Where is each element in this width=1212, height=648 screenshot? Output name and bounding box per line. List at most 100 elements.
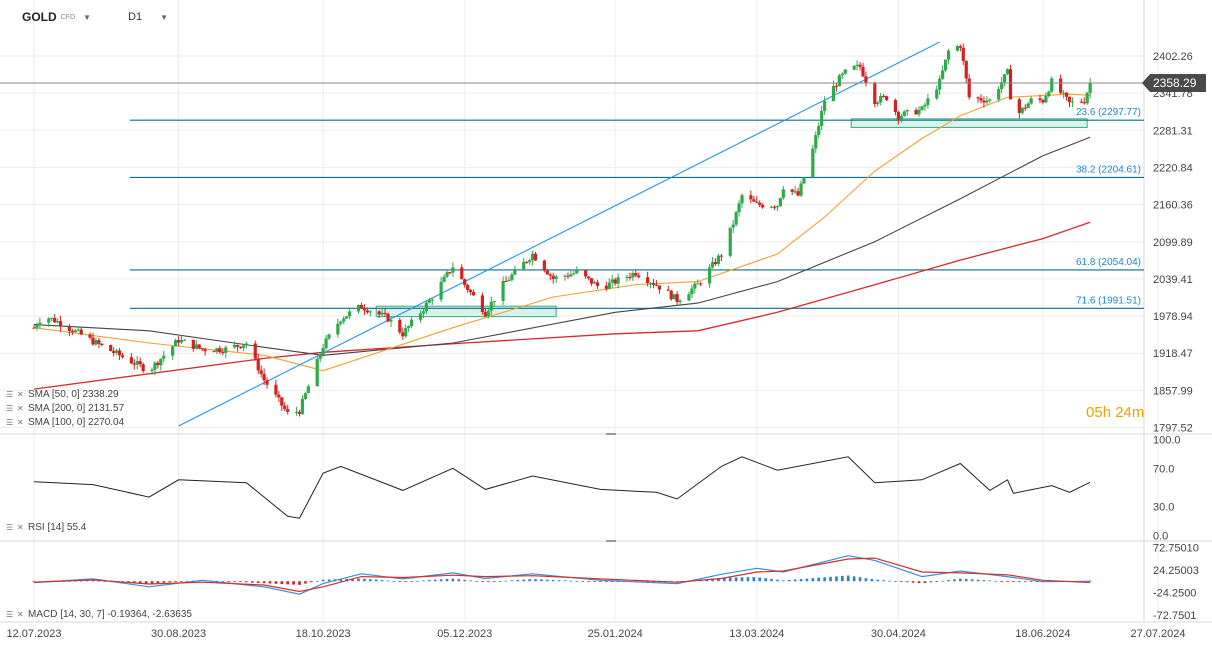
candle-body <box>1041 100 1045 103</box>
candle-body <box>256 358 260 371</box>
macd-histogram-bar <box>929 581 933 583</box>
candle-body <box>368 311 372 313</box>
macd-histogram-bar <box>593 581 596 583</box>
close-icon[interactable]: ✕ <box>17 389 24 399</box>
candle-body <box>469 290 473 293</box>
instrument-type: CFD <box>60 13 76 21</box>
symbol-selector[interactable]: GOLD CFD ▼ <box>22 8 91 26</box>
candle-body <box>171 346 175 356</box>
candle-body <box>696 283 700 285</box>
candle-body <box>70 330 74 333</box>
settings-icon[interactable]: ☰ <box>6 389 14 399</box>
candle-body <box>115 350 119 353</box>
candle-body <box>566 275 570 277</box>
close-icon[interactable]: ✕ <box>17 403 24 413</box>
candle-body <box>492 300 496 302</box>
macd-pane <box>32 555 1092 595</box>
candle-body <box>365 310 369 313</box>
candle-body <box>345 316 349 319</box>
timeframe-label: D1 <box>128 11 143 23</box>
settings-icon[interactable]: ☰ <box>6 403 14 413</box>
candle-body <box>277 394 281 398</box>
macd-histogram-bar <box>510 580 514 582</box>
candle-body <box>120 355 125 358</box>
candle-body <box>471 292 476 296</box>
macd-histogram-bar <box>133 581 136 583</box>
candle-body <box>483 312 487 316</box>
macd-tick-label: -24.2500 <box>1153 588 1196 600</box>
macd-tick-label: 72.75010 <box>1153 543 1199 555</box>
time-tick-label: 27.07.2024 <box>1130 628 1185 640</box>
legend-macd-label: MACD [14, 30, 7] -0.19364, -2.63635 <box>28 609 192 620</box>
candle-body <box>648 283 653 285</box>
close-icon[interactable]: ✕ <box>17 522 24 532</box>
candle-body <box>899 116 903 120</box>
timeframe-selector[interactable]: D1 ▼ <box>128 8 168 26</box>
legend-sma50[interactable]: ☰ ✕ SMA [50, 0] 2338.29 <box>6 389 119 400</box>
candle-body <box>719 255 723 257</box>
candle-body <box>138 361 142 365</box>
candle-body <box>324 338 328 349</box>
legend-sma100[interactable]: ☰ ✕ SMA [100, 0] 2270.04 <box>6 417 124 428</box>
macd-histogram-bar <box>298 581 301 585</box>
candle-body <box>902 111 906 117</box>
legend-rsi[interactable]: ☰ ✕ RSI [14] 55.4 <box>6 522 86 533</box>
candle-body <box>876 102 880 105</box>
close-icon[interactable]: ✕ <box>17 609 24 619</box>
candle-body <box>410 319 414 327</box>
candle-body <box>348 311 352 317</box>
macd-histogram-bar <box>251 581 254 583</box>
legend-sma200-label: SMA [200, 0] 2131.57 <box>28 403 125 414</box>
candle-body <box>315 358 319 387</box>
price-tick-label: 1918.47 <box>1153 348 1193 360</box>
candle-body <box>233 344 237 348</box>
candle-body <box>1082 102 1086 104</box>
macd-histogram-bar <box>846 575 850 582</box>
trendline[interactable] <box>178 41 940 427</box>
current-price-line: 2358.29 <box>0 74 1206 93</box>
candle-body <box>572 273 576 275</box>
macd-histogram-bar <box>156 581 160 584</box>
sma200-line <box>33 221 1091 390</box>
candle-body <box>1008 69 1013 100</box>
candle-body <box>716 255 721 265</box>
fib-level-label: 38.2 (2204.61) <box>1076 164 1141 175</box>
macd-histogram-bar <box>835 576 838 582</box>
candle-body <box>988 99 992 101</box>
candle-body <box>1020 107 1024 113</box>
candle-body <box>1070 101 1075 103</box>
macd-histogram-bar <box>268 581 272 584</box>
macd-histogram-bar <box>504 580 508 582</box>
candle-body <box>678 300 682 303</box>
candle-body <box>1050 78 1054 92</box>
macd-histogram-bar <box>516 579 520 582</box>
settings-icon[interactable]: ☰ <box>6 417 14 427</box>
countdown-minutes-unit: m <box>1131 404 1145 421</box>
candle-body <box>212 351 216 353</box>
candle-body <box>917 109 921 115</box>
sma100-line <box>33 136 1091 356</box>
macd-histogram-bar <box>728 577 732 582</box>
fibonacci-levels[interactable]: 23.6 (2297.77) 38.2 (2204.61) 61.8 (2054.0… <box>130 107 1144 309</box>
macd-histogram-bar <box>310 581 313 583</box>
macd-histogram-bar <box>569 580 573 582</box>
settings-icon[interactable]: ☰ <box>6 609 14 619</box>
legend-sma200[interactable]: ☰ ✕ SMA [200, 0] 2131.57 <box>6 403 124 414</box>
macd-histogram-bar <box>227 581 231 583</box>
candle-body <box>1029 98 1033 104</box>
candle-body <box>73 330 77 333</box>
candle-body <box>466 284 470 291</box>
candle-body <box>613 279 617 284</box>
macd-histogram-bar <box>274 581 278 584</box>
close-icon[interactable]: ✕ <box>17 417 24 427</box>
macd-histogram-bar <box>481 581 484 583</box>
macd-histogram-bar <box>463 579 467 582</box>
macd-histogram-bar <box>398 581 402 583</box>
candle-body <box>132 363 136 365</box>
candle-body <box>979 98 983 101</box>
macd-histogram-bar <box>91 580 95 582</box>
settings-icon[interactable]: ☰ <box>6 522 14 532</box>
legend-macd[interactable]: ☰ ✕ MACD [14, 30, 7] -0.19364, -2.63635 <box>6 609 192 620</box>
macd-histogram-bar <box>1035 581 1039 583</box>
